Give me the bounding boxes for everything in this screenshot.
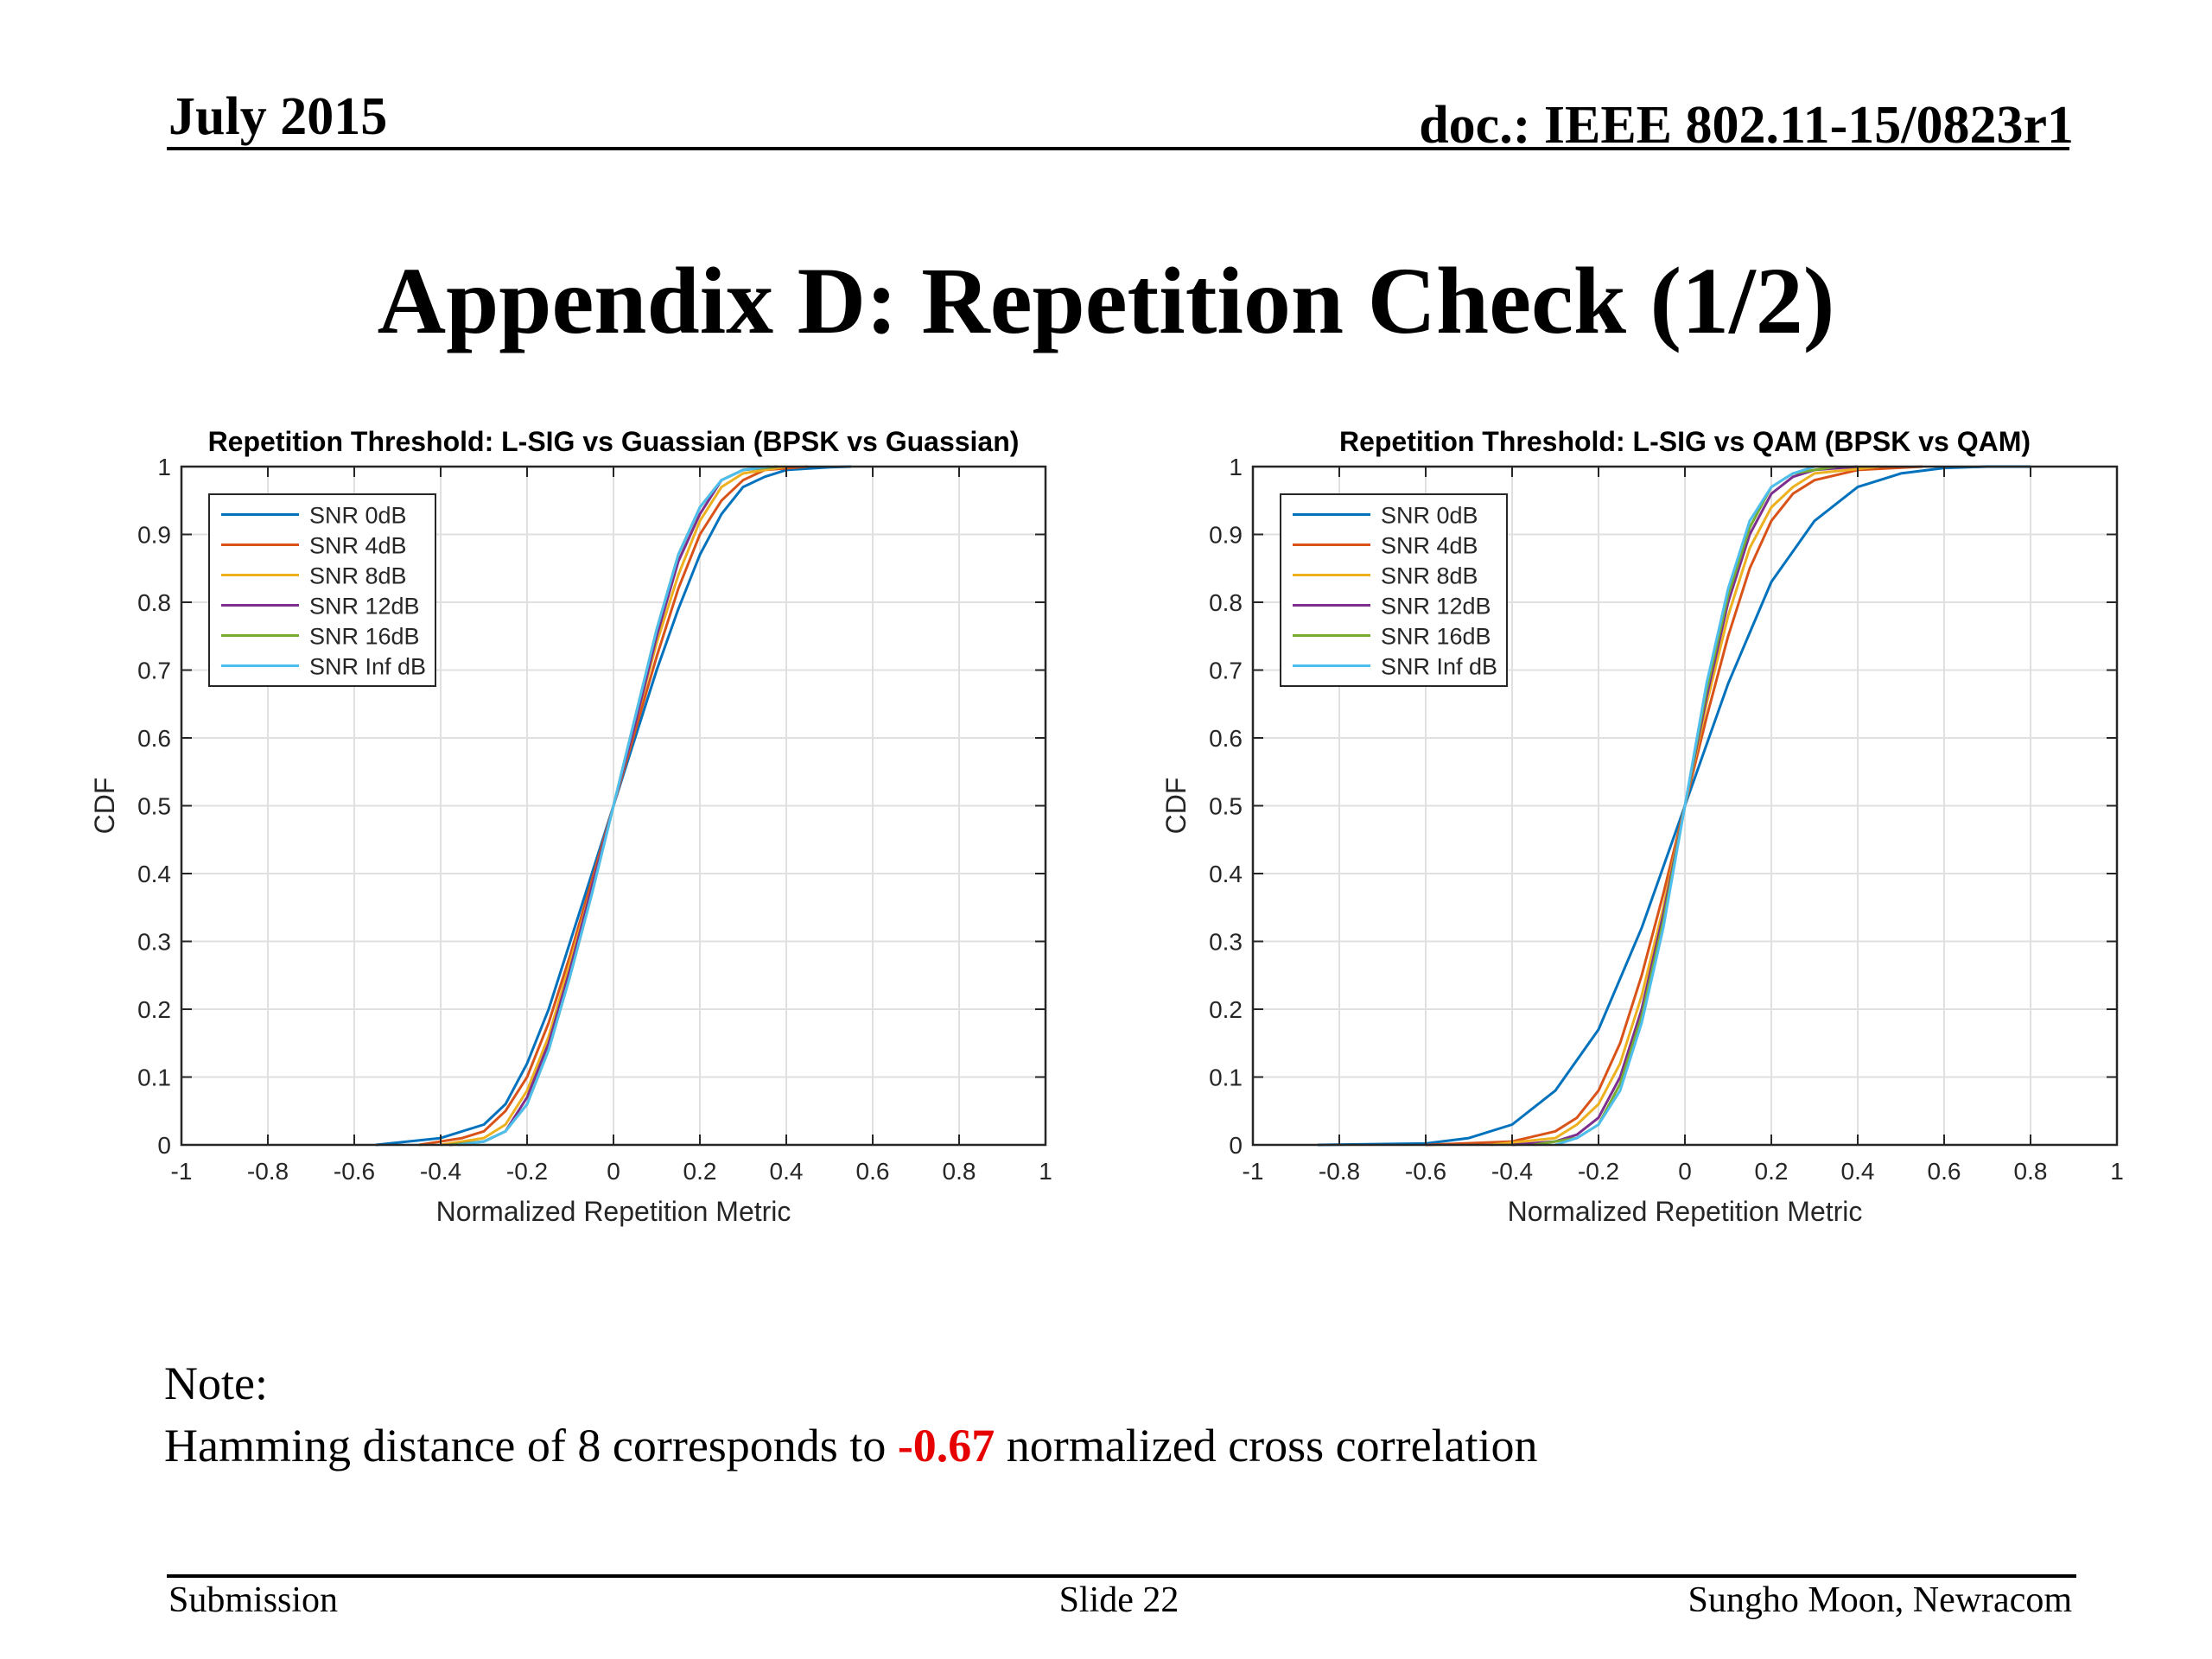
y-tick-label: 0.9 (1209, 522, 1243, 549)
y-tick-label: 0.2 (137, 996, 171, 1023)
footer-author: Sungho Moon, Newracom (1688, 1580, 2072, 1620)
slide-title: Appendix D: Repetition Check (1/2) (377, 248, 1835, 353)
x-tick-label: 0.8 (943, 1158, 976, 1185)
legend-box (1280, 493, 1508, 687)
legend: SNR 0dB SNR 4dB SNR 8dB SNR 12dB SNR 16dB SNR… (1280, 493, 1508, 687)
y-tick-label: 0.6 (137, 725, 171, 752)
x-tick-label: -0.2 (506, 1158, 548, 1185)
x-tick-label: -0.2 (1578, 1158, 1619, 1185)
note-text: Hamming distance of 8 corresponds to -0.… (164, 1414, 1538, 1477)
legend-entry: SNR Inf dB (1381, 654, 1497, 680)
header-divider (167, 147, 2069, 150)
legend: SNR 0dB SNR 4dB SNR 8dB SNR 12dB SNR 16dB SNR… (208, 493, 436, 687)
legend-entry: SNR 8dB (1381, 563, 1478, 589)
x-tick-label: 0.8 (2014, 1158, 2048, 1185)
y-tick-label: 0.5 (1209, 793, 1243, 820)
y-tick-label: 1 (157, 454, 171, 480)
x-tick-label: 0.6 (1928, 1158, 1961, 1185)
x-axis-label: Normalized Repetition Metric (1508, 1196, 1863, 1227)
chart-left-gaussian: -1 -0.8 -0.6 -0.4 -0.2 0 0.2 0.4 0.6 0.8 1 0 0.1 0.2 0… (89, 426, 1052, 1227)
y-tick-label: 0.4 (1209, 861, 1243, 887)
series-line-snr-0db (375, 465, 852, 1147)
x-tick-label: -1 (1243, 1158, 1264, 1185)
legend-entry: SNR Inf dB (309, 654, 426, 680)
footer-slide-number: Slide 22 (1058, 1580, 1179, 1620)
y-tick-label: 0.1 (137, 1065, 171, 1091)
x-tick-label: 0.4 (770, 1158, 804, 1185)
chart-right-qam: -1 -0.8 -0.6 -0.4 -0.2 0 0.2 0.4 0.6 0.8 1 0 0.1 0.2 0… (1160, 426, 2124, 1227)
legend-entry: SNR 0dB (1381, 503, 1478, 529)
legend-entry: SNR 16dB (309, 624, 420, 650)
x-tick-label: 0 (607, 1158, 620, 1185)
note-text-before: Hamming distance of 8 corresponds to (164, 1420, 898, 1471)
footer-submission: Submission (168, 1580, 339, 1620)
y-tick-label: 0.8 (137, 589, 171, 616)
note-text-after: normalized cross correlation (995, 1420, 1538, 1471)
y-tick-label: 0.8 (1209, 589, 1243, 616)
y-tick-label: 0.4 (137, 861, 171, 887)
series-line-snr-0db (1317, 465, 2031, 1147)
legend-entry: SNR 4dB (1381, 533, 1478, 559)
x-tick-label: 1 (2110, 1158, 2124, 1185)
x-tick-label: -0.6 (1405, 1158, 1446, 1185)
y-tick-label: 0.3 (1209, 929, 1243, 956)
x-tick-label: -1 (171, 1158, 193, 1185)
legend-entry: SNR 12dB (1381, 594, 1491, 620)
x-tick-label: 1 (1039, 1158, 1052, 1185)
chart-title: Repetition Threshold: L-SIG vs Guassian … (208, 426, 1020, 457)
note-highlight-value: -0.67 (897, 1420, 995, 1471)
x-tick-label: -0.8 (1319, 1158, 1360, 1185)
x-tick-label: -0.6 (334, 1158, 375, 1185)
x-tick-label: 0.4 (1841, 1158, 1875, 1185)
note-block: Note: Hamming distance of 8 corresponds … (164, 1352, 1538, 1477)
legend-entry: SNR 12dB (309, 594, 420, 620)
y-tick-label: 0.7 (1209, 658, 1243, 684)
legend-entry: SNR 4dB (309, 533, 407, 559)
y-axis-label: CDF (89, 778, 120, 835)
x-tick-label: 0.2 (683, 1158, 717, 1185)
y-tick-label: 0.2 (1209, 996, 1243, 1023)
header-date: July 2015 (168, 87, 388, 146)
y-tick-label: 0.1 (1209, 1065, 1243, 1091)
y-tick-label: 0.7 (137, 658, 171, 684)
x-axis-label: Normalized Repetition Metric (436, 1196, 791, 1227)
y-tick-label: 0.6 (1209, 725, 1243, 752)
chart-title: Repetition Threshold: L-SIG vs QAM (BPSK… (1339, 426, 2031, 457)
y-tick-label: 0.3 (137, 929, 171, 956)
footer-divider (167, 1574, 2076, 1578)
x-tick-label: 0 (1678, 1158, 1692, 1185)
y-tick-label: 1 (1229, 454, 1243, 480)
x-tick-label: 0.2 (1755, 1158, 1789, 1185)
legend-box (208, 493, 436, 687)
legend-entry: SNR 16dB (1381, 624, 1491, 650)
x-tick-label: 0.6 (856, 1158, 890, 1185)
note-label: Note: (164, 1357, 268, 1409)
legend-entry: SNR 0dB (309, 503, 407, 529)
y-tick-label: 0 (1229, 1132, 1243, 1159)
header-doc-id: doc.: IEEE 802.11-15/0823r1 (1419, 96, 2074, 155)
y-tick-label: 0.9 (137, 522, 171, 549)
y-tick-label: 0.5 (137, 793, 171, 820)
legend-entry: SNR 8dB (309, 563, 407, 589)
y-axis-label: CDF (1160, 778, 1192, 835)
x-tick-label: -0.4 (420, 1158, 461, 1185)
series-line-snr-inf-db (1554, 465, 1815, 1147)
y-tick-label: 0 (157, 1132, 171, 1159)
x-tick-label: -0.4 (1491, 1158, 1533, 1185)
x-tick-label: -0.8 (247, 1158, 289, 1185)
series-line-snr-inf-db (457, 465, 770, 1147)
